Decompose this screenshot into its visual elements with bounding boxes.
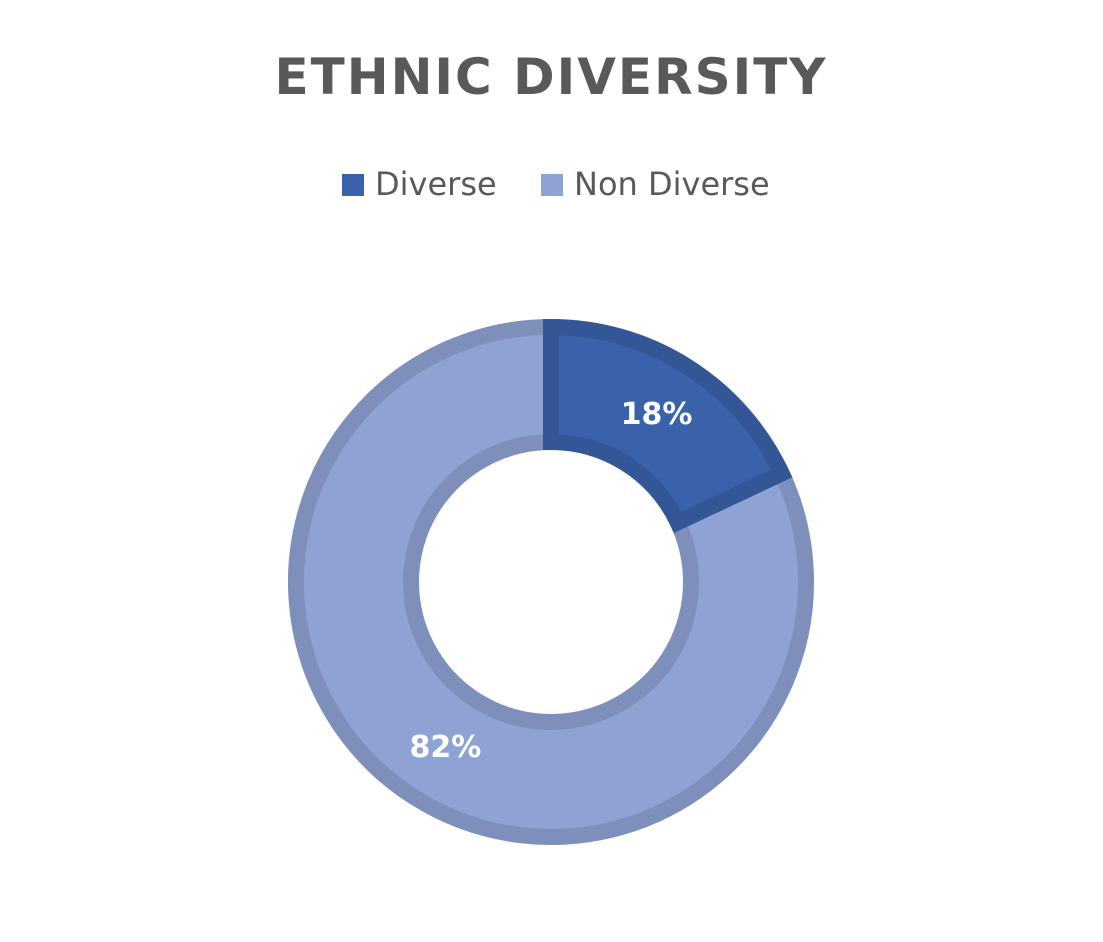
- doughnut-slice: [543, 318, 793, 534]
- chart-title: ETHNIC DIVERSITY: [274, 48, 827, 106]
- legend-label: Non Diverse: [574, 165, 770, 203]
- legend-swatch: [541, 174, 563, 196]
- doughnut-slice: [288, 318, 814, 845]
- legend-label: Diverse: [375, 165, 497, 203]
- data-label: 82%: [410, 730, 482, 765]
- legend-swatch: [342, 174, 364, 196]
- data-label: 18%: [621, 397, 693, 432]
